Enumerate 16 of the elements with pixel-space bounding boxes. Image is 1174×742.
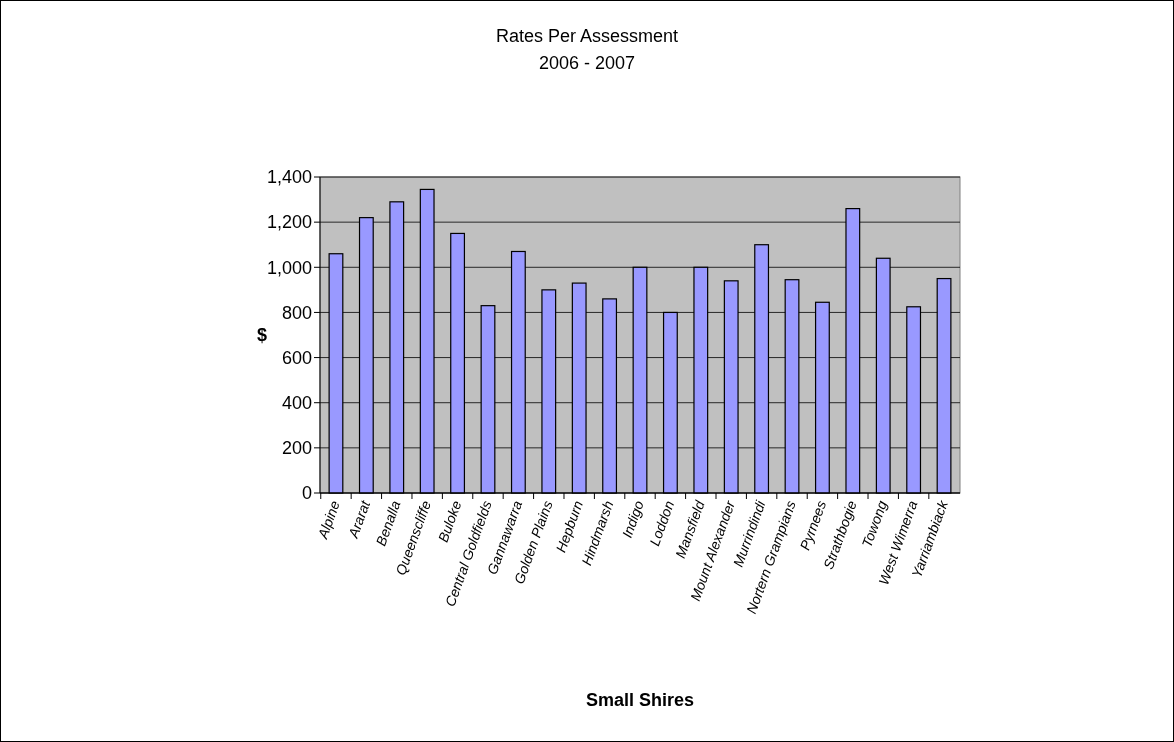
chart-title: Rates Per Assessment (495, 26, 679, 46)
y-tick-label: 800 (281, 302, 312, 323)
x-tick-label: Alpine (314, 498, 343, 542)
y-tick-label: 600 (281, 347, 312, 368)
y-tick-label: 1,400 (266, 167, 312, 188)
y-tick-label: 400 (281, 393, 312, 414)
y-axis-title: $ (256, 325, 268, 346)
x-axis-title: Small Shires (585, 690, 695, 710)
x-tick-label: Indigo (618, 498, 647, 540)
y-tick-label: 1,000 (266, 257, 312, 278)
y-tick-label: 1,200 (266, 212, 312, 233)
x-tick-label: Ararat (344, 497, 374, 541)
chart-subtitle: 2006 - 2007 (538, 53, 636, 73)
y-tick-label: 200 (281, 438, 312, 459)
y-tick-label: 0 (301, 483, 312, 504)
x-tick-label: Buloke (434, 498, 465, 545)
